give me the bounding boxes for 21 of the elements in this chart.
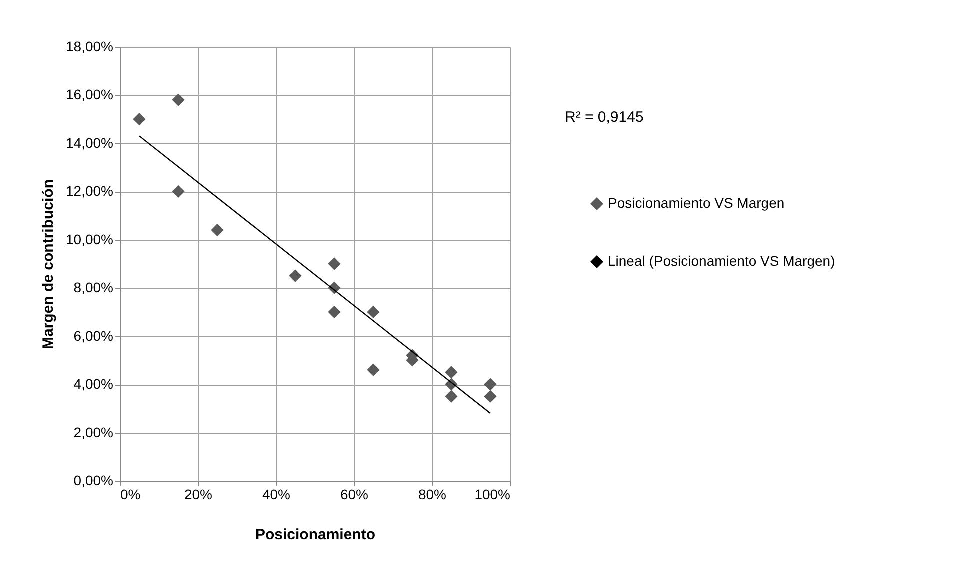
legend-label: Lineal (Posicionamiento VS Margen) bbox=[608, 253, 836, 269]
x-tick-label: 20% bbox=[184, 486, 213, 502]
x-axis-title: Posicionamiento bbox=[255, 526, 376, 544]
y-tick-label: 10,00% bbox=[66, 231, 114, 248]
y-tick-label: 0,00% bbox=[74, 472, 114, 488]
y-tick-label: 8,00% bbox=[74, 280, 114, 296]
y-tick-label: 2,00% bbox=[74, 424, 114, 440]
legend-label: Posicionamiento VS Margen bbox=[608, 195, 785, 211]
y-tick-label: 14,00% bbox=[66, 134, 114, 151]
y-tick-label: 4,00% bbox=[74, 376, 114, 392]
y-tick-label: 6,00% bbox=[74, 328, 114, 344]
x-tick-label: 100% bbox=[474, 486, 510, 502]
x-tick-label: 60% bbox=[340, 486, 369, 502]
y-tick-label: 16,00% bbox=[66, 86, 114, 103]
y-tick-label: 18,00% bbox=[66, 38, 114, 54]
x-tick-label: 40% bbox=[262, 486, 291, 502]
y-axis-title: Margen de contribución bbox=[40, 179, 58, 350]
y-tick-label: 12,00% bbox=[66, 183, 114, 200]
x-tick-label: 80% bbox=[418, 486, 447, 502]
x-tick-label: 0% bbox=[120, 486, 141, 502]
text: R² = 0,9145 bbox=[565, 109, 644, 126]
